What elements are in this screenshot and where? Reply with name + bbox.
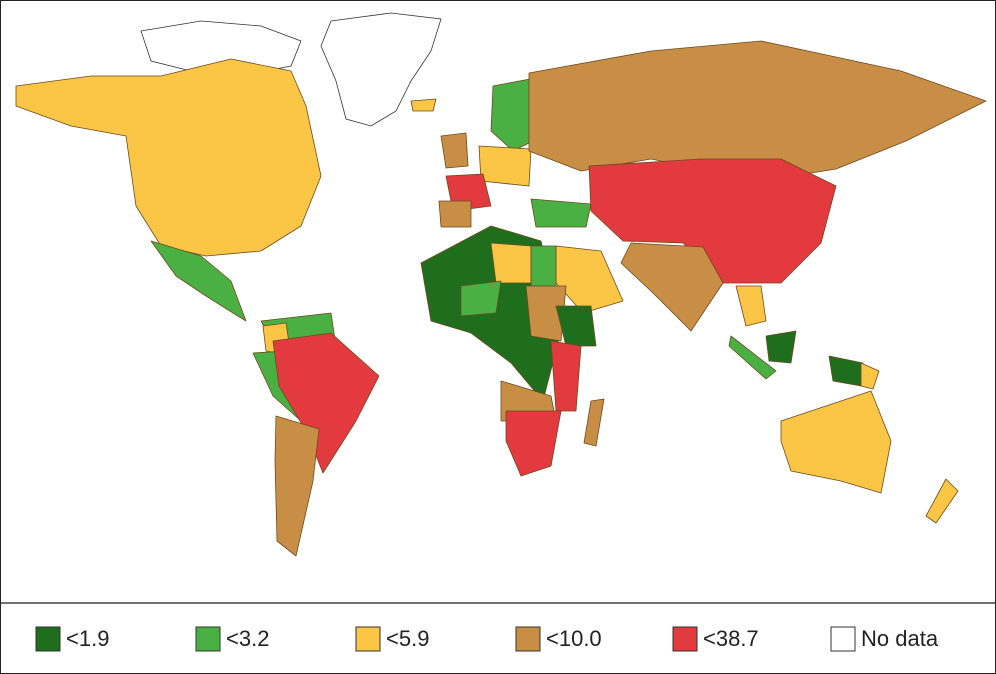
legend-label: No data	[861, 626, 939, 651]
legend-label: <5.9	[386, 626, 429, 651]
legend-swatch	[515, 626, 541, 652]
legend-swatch	[672, 626, 698, 652]
legend-label: <10.0	[546, 626, 602, 651]
legend-label: <1.9	[66, 626, 109, 651]
legend-swatch	[35, 626, 61, 652]
legend-swatch	[355, 626, 381, 652]
legend-label: <38.7	[703, 626, 759, 651]
legend: <1.9 <3.2 <5.9 <10.0 <38.7 No data	[35, 626, 939, 652]
legend-label: <3.2	[226, 626, 269, 651]
legend-swatch	[195, 626, 221, 652]
legend-swatch	[830, 626, 856, 652]
map-shapes	[15, 12, 987, 557]
